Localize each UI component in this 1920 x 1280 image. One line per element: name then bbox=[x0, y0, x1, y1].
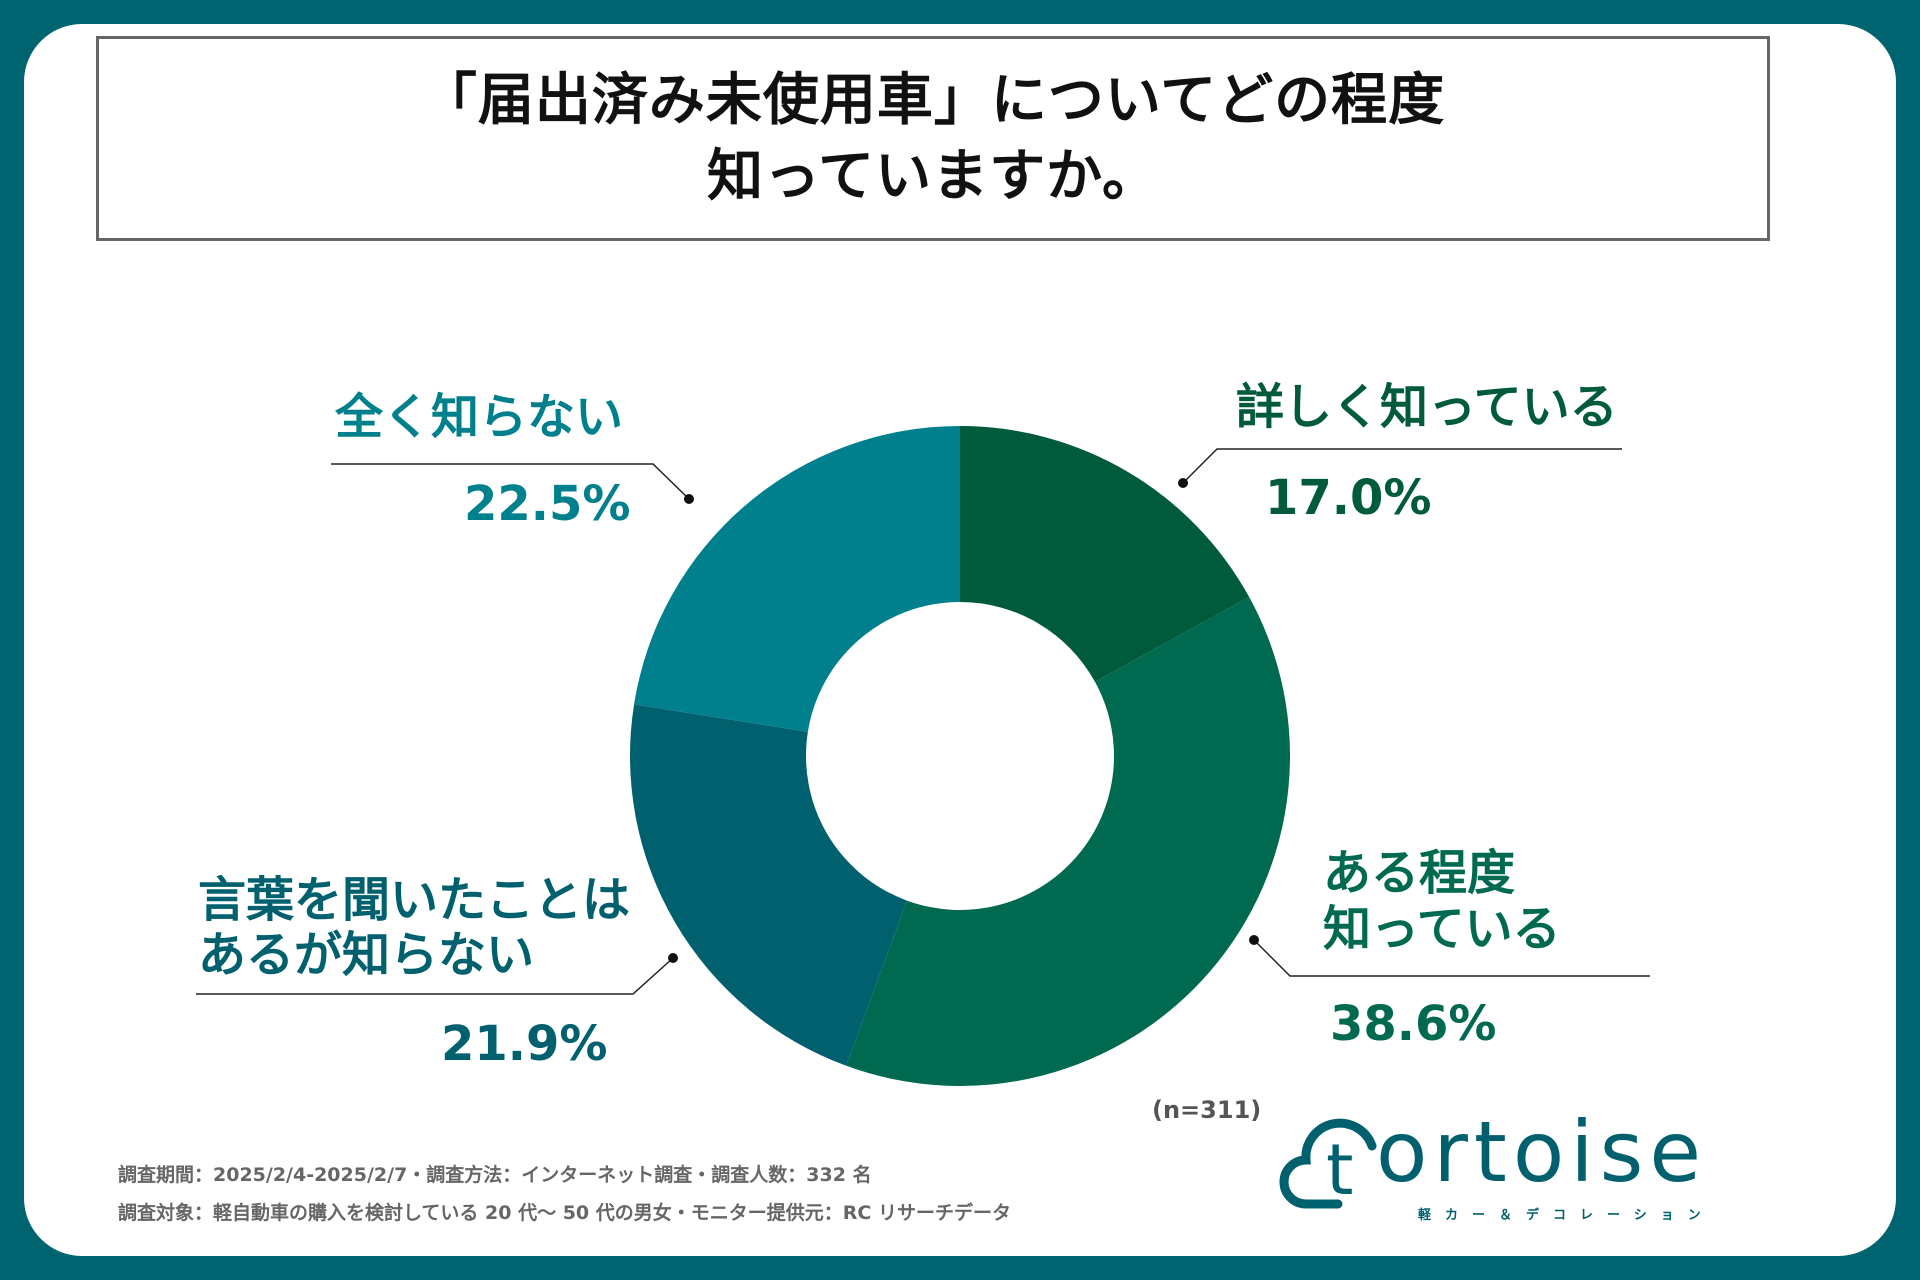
category-label-s1-line1: ある程度 bbox=[1323, 845, 1516, 901]
donut-slice-0 bbox=[960, 426, 1250, 682]
logo-wordmark: ortoise bbox=[1376, 1103, 1708, 1201]
donut-slice-1 bbox=[846, 597, 1290, 1086]
chart-title-line2: 知っていますか。 bbox=[706, 143, 1160, 209]
footnote-line2: 調査対象：軽自動車の購入を検討している 20 代〜 50 代の男女・モニター提供… bbox=[118, 1202, 1011, 1224]
value-label-s2: 21.9% bbox=[441, 1016, 608, 1072]
leader-dot-s2 bbox=[668, 953, 678, 963]
value-label-s1: 38.6% bbox=[1330, 996, 1497, 1052]
leader-line-s2 bbox=[196, 957, 674, 995]
donut-slice-3 bbox=[634, 426, 960, 732]
leader-dot-s0 bbox=[1178, 478, 1188, 488]
value-label-s0: 17.0% bbox=[1265, 470, 1432, 526]
logo-cloud-icon: t bbox=[1279, 1118, 1377, 1211]
leader-dot-s1 bbox=[1249, 935, 1259, 945]
category-label-s3: 全く知らない bbox=[335, 389, 624, 445]
leader-line-s3 bbox=[331, 463, 690, 500]
chart-title-line1: 「届出済み未使用車」についてどの程度 bbox=[420, 67, 1446, 133]
logo-letter-t: t bbox=[1326, 1129, 1353, 1211]
category-label-s2-line2: あるが知らない bbox=[198, 927, 535, 983]
footnote-line1: 調査期間：2025/2/4-2025/2/7・調査方法：インターネット調査・調査… bbox=[118, 1164, 872, 1186]
category-label-s1-line2: 知っている bbox=[1323, 901, 1561, 957]
leader-line-s1 bbox=[1253, 939, 1650, 977]
logo-subtitle: 軽カー＆デコレーション bbox=[1418, 1208, 1715, 1223]
sample-size-note: (n=311) bbox=[1152, 1096, 1262, 1124]
category-label-s2-line1: 言葉を聞いたことは bbox=[198, 872, 631, 928]
donut-slice-2 bbox=[630, 704, 907, 1066]
category-label-s0: 詳しく知っている bbox=[1236, 379, 1618, 435]
title-box: 「届出済み未使用車」についてどの程度 知っていますか。 bbox=[96, 36, 1770, 241]
value-label-s3: 22.5% bbox=[464, 476, 631, 532]
brand-logo: t ortoise 軽カー＆デコレーション bbox=[1278, 1108, 1798, 1228]
leader-line-s0 bbox=[1182, 448, 1622, 484]
leader-dot-s3 bbox=[684, 494, 694, 504]
